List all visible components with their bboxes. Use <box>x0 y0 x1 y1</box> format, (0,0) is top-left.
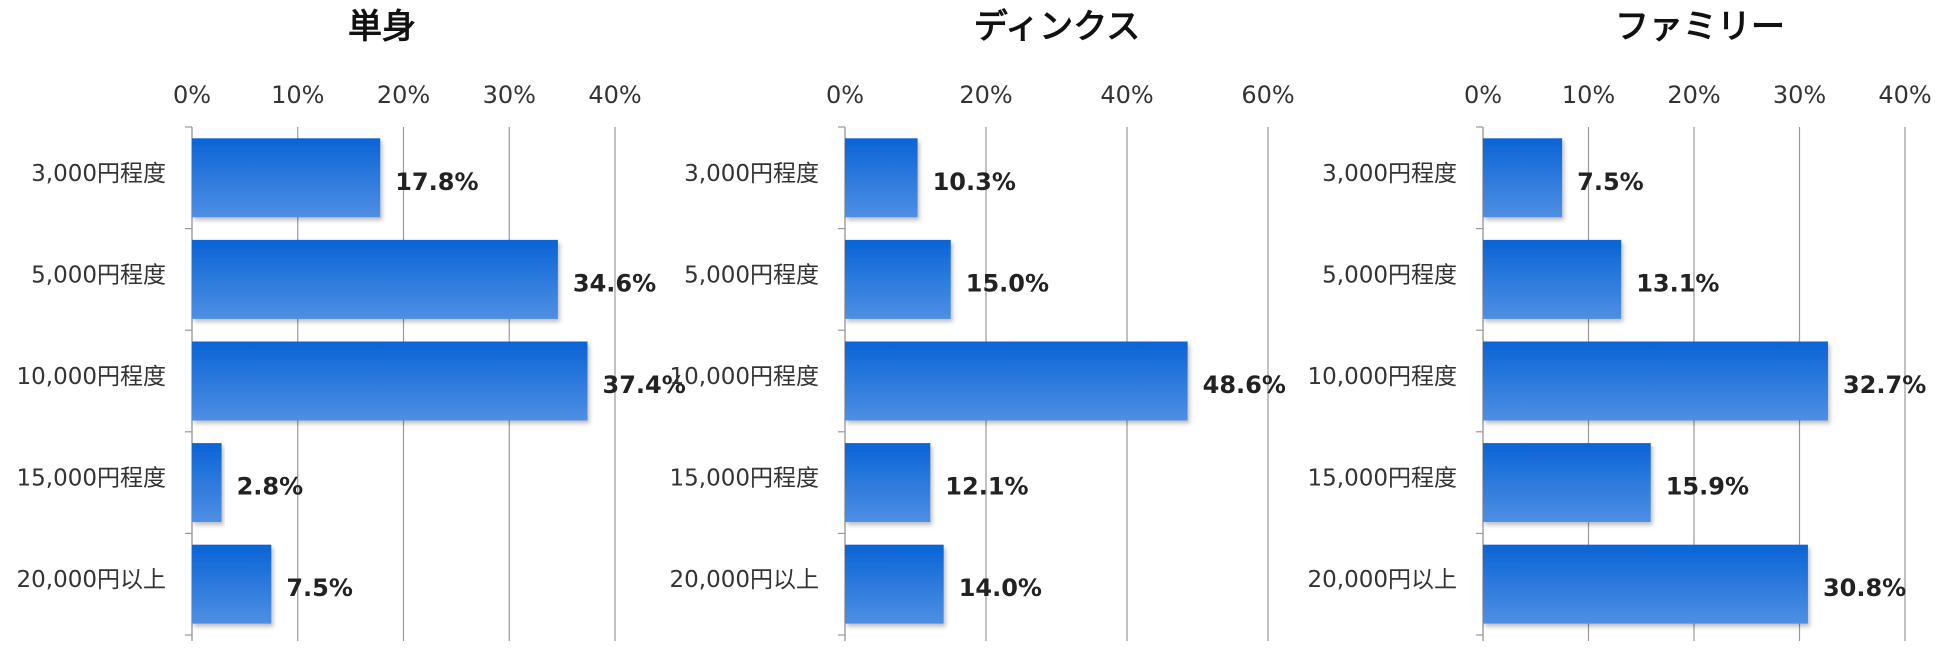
category-label: 3,000円程度 <box>1322 161 1457 187</box>
x-tick-label: 20% <box>377 81 430 109</box>
category-label: 15,000円程度 <box>1308 466 1457 492</box>
category-label: 15,000円程度 <box>670 466 819 492</box>
x-tick-label: 30% <box>483 81 536 109</box>
bar <box>1483 544 1808 624</box>
chart-panel-3: ファミリー 0% 10% 20% 30% 40% 3,000円程度 7.5% 5,000円程度 1… <box>1308 7 1932 641</box>
data-label: 32.7% <box>1843 371 1926 399</box>
chart-panel-2: ディンクス 0% 20% 40% 60% 3,000円程度 10.3% 5,000円程度 15.… <box>670 7 1295 641</box>
x-tick-label: 10% <box>271 81 324 109</box>
x-tick-label: 20% <box>1667 81 1720 109</box>
bar <box>845 239 951 319</box>
x-tick-label: 40% <box>1878 81 1931 109</box>
category-label: 5,000円程度 <box>1322 262 1457 288</box>
category-label: 5,000円程度 <box>31 262 166 288</box>
data-label: 12.1% <box>945 473 1028 501</box>
bar <box>845 443 931 523</box>
data-label: 30.8% <box>1823 574 1906 602</box>
bar <box>1483 443 1651 523</box>
data-label: 14.0% <box>959 574 1042 602</box>
bar <box>845 544 944 624</box>
x-tick-label: 0% <box>1464 81 1502 109</box>
category-label: 3,000円程度 <box>684 161 819 187</box>
x-tick-label: 40% <box>588 81 641 109</box>
category-label: 5,000円程度 <box>684 262 819 288</box>
data-label: 2.8% <box>237 473 304 501</box>
bar <box>845 341 1188 421</box>
x-tick-label: 30% <box>1773 81 1826 109</box>
category-label: 3,000円程度 <box>31 161 166 187</box>
bar <box>1483 341 1828 421</box>
data-label: 10.3% <box>933 168 1016 196</box>
data-label: 13.1% <box>1636 269 1719 297</box>
bar <box>192 341 588 421</box>
data-label: 37.4% <box>603 371 686 399</box>
x-tick-label: 60% <box>1241 81 1294 109</box>
x-tick-label: 40% <box>1100 81 1153 109</box>
x-tick-label: 0% <box>173 81 211 109</box>
bar <box>192 443 222 523</box>
data-label: 17.8% <box>395 168 478 196</box>
category-label: 10,000円程度 <box>1308 364 1457 390</box>
data-label: 34.6% <box>573 269 656 297</box>
category-label: 10,000円程度 <box>670 364 819 390</box>
data-label: 7.5% <box>1577 168 1644 196</box>
category-label: 20,000円以上 <box>670 567 819 593</box>
chart-title: 単身 <box>348 7 416 47</box>
bar <box>192 544 272 624</box>
bar <box>845 138 918 218</box>
x-tick-label: 10% <box>1562 81 1615 109</box>
bar <box>1483 138 1563 218</box>
chart-title: ディンクス <box>974 7 1141 47</box>
bar <box>192 239 558 319</box>
category-label: 10,000円程度 <box>17 364 166 390</box>
chart-panel-1: 単身 0% 10% 20% 30% 40% 3,000円程度 17.8% 5,000円程度 34.… <box>17 7 686 641</box>
data-label: 15.0% <box>966 269 1049 297</box>
category-label: 20,000円以上 <box>17 567 166 593</box>
category-label: 20,000円以上 <box>1308 567 1457 593</box>
data-label: 7.5% <box>286 574 353 602</box>
x-tick-label: 20% <box>959 81 1012 109</box>
chart-title: ファミリー <box>1615 7 1785 47</box>
data-label: 48.6% <box>1203 371 1286 399</box>
data-label: 15.9% <box>1666 473 1749 501</box>
x-tick-label: 0% <box>826 81 864 109</box>
category-label: 15,000円程度 <box>17 466 166 492</box>
bar <box>1483 239 1622 319</box>
bar <box>192 138 381 218</box>
